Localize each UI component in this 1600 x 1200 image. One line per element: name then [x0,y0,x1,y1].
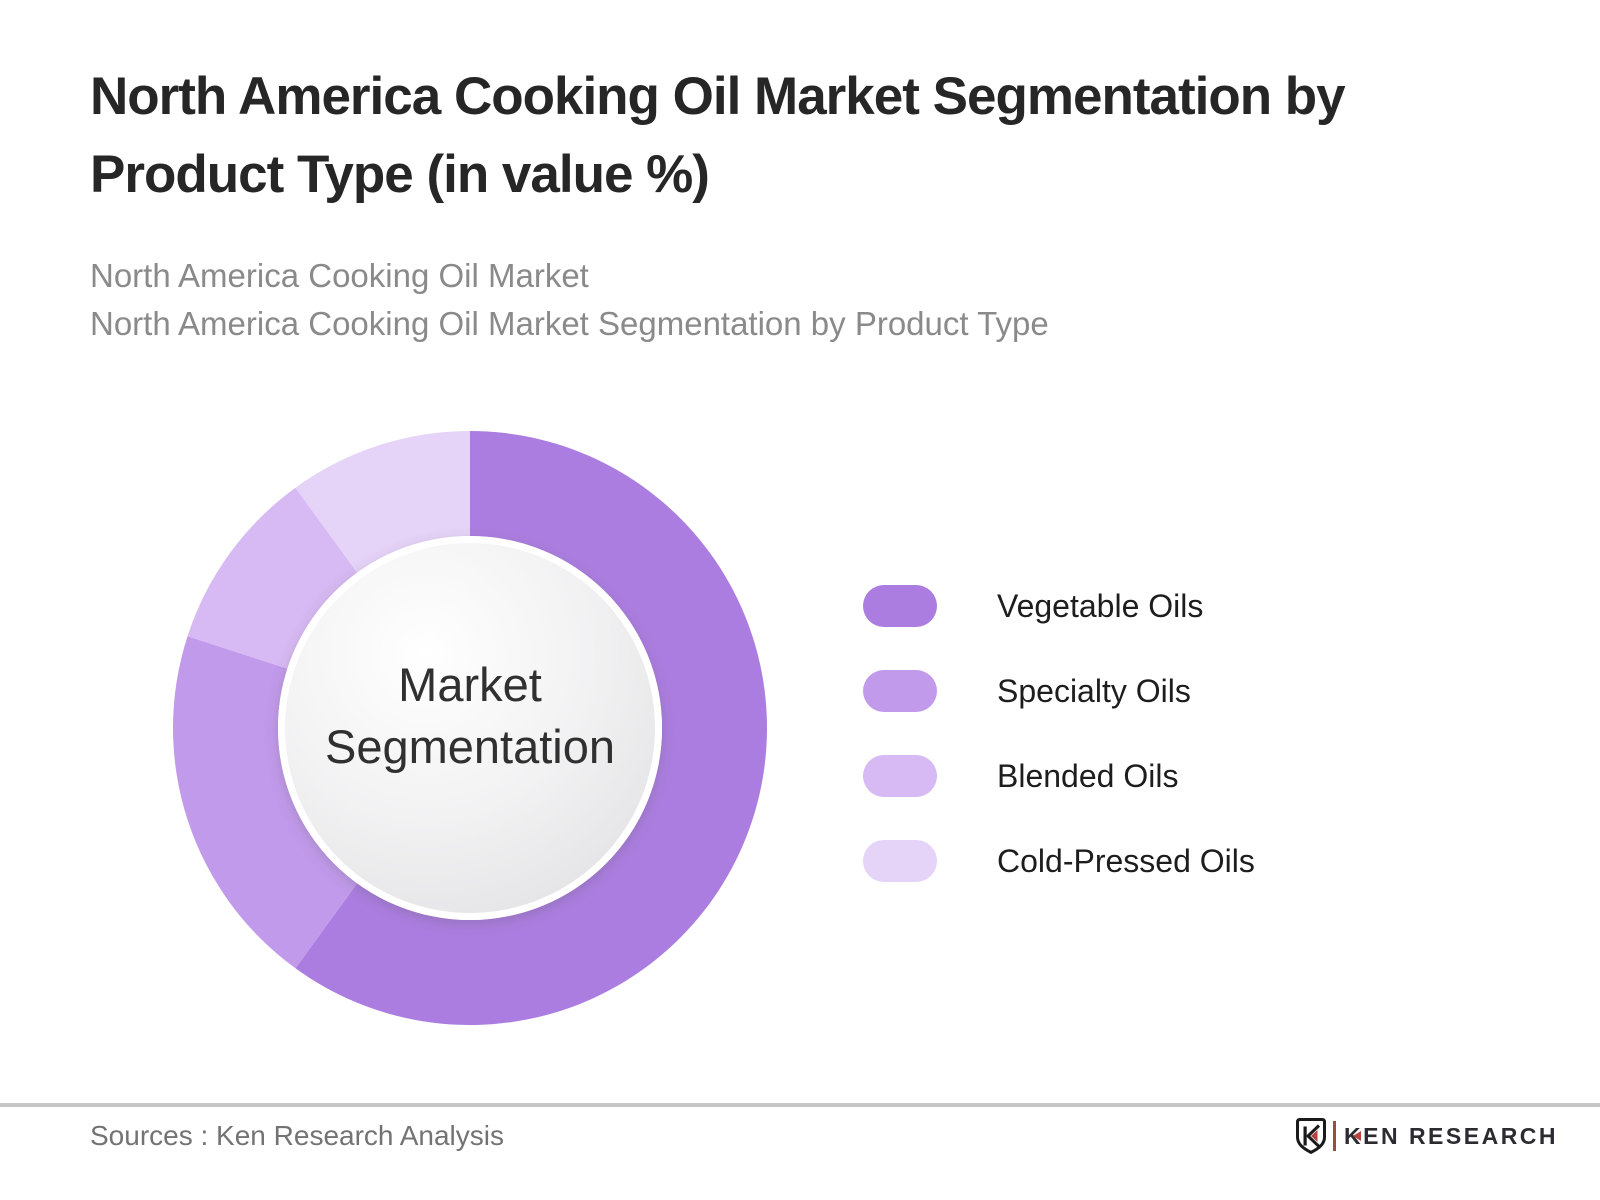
logo-text: KEN RESEARCH [1344,1122,1559,1149]
legend-swatch-icon [863,755,937,797]
donut-segment [295,431,767,1025]
donut-chart-svg [172,431,767,1025]
ken-research-shield-icon [1296,1118,1326,1154]
donut-segment [187,487,358,669]
legend-item-blended-oils: Blended Oils [863,755,1255,797]
legend-swatch-icon [863,585,937,627]
legend-swatch-icon [863,670,937,712]
legend-item-cold-pressed-oils: Cold-Pressed Oils [863,840,1255,882]
legend-label: Cold-Pressed Oils [997,842,1255,879]
legend-label: Blended Oils [997,757,1179,794]
page-title: North America Cooking Oil Market Segment… [90,58,1346,214]
page-title-line-1: North America Cooking Oil Market Segment… [90,67,1346,126]
page-title-line-2: Product Type (in value %) [90,145,710,204]
chart-subtitle-line-2: North America Cooking Oil Market Segment… [90,305,1049,342]
donut-center-label: Market Segmentation [324,658,616,773]
donut-segments [172,431,767,1025]
ken-research-logo: KEN RESEARCH [1296,1116,1558,1156]
legend-item-specialty-oils: Specialty Oils [863,670,1255,712]
chart-subtitle: North America Cooking Oil Market North A… [90,252,1049,348]
red-arrow-icon [1353,1131,1361,1141]
legend-item-vegetable-oils: Vegetable Oils [863,585,1255,627]
chart-subtitle-line-1: North America Cooking Oil Market [90,257,589,294]
donut-center-circle [285,543,655,913]
logo-divider [1333,1121,1336,1151]
footer-divider [0,1103,1600,1107]
legend-label: Vegetable Oils [997,587,1204,624]
donut-segment [295,431,470,573]
legend-swatch-icon [863,840,937,882]
chart-legend: Vegetable Oils Specialty Oils Blended Oi… [863,585,1255,882]
legend-label: Specialty Oils [997,672,1191,709]
logo-text-wrap: KEN RESEARCH [1344,1123,1558,1150]
donut-segment [172,636,358,969]
donut-chart [160,418,780,1038]
sources-note: Sources : Ken Research Analysis [90,1120,504,1151]
